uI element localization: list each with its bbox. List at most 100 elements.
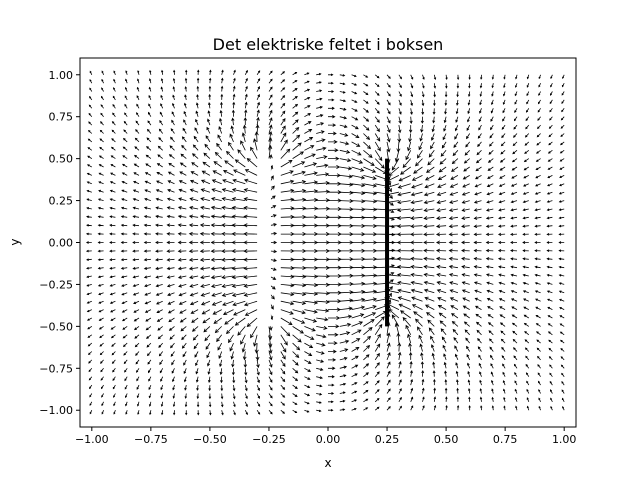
field-arrow xyxy=(547,149,553,154)
field-arrow xyxy=(166,197,175,201)
field-arrow xyxy=(133,172,140,176)
field-arrow xyxy=(413,166,423,174)
field-arrow xyxy=(419,343,423,352)
field-arrow xyxy=(112,368,116,373)
field-arrow xyxy=(448,216,458,221)
field-arrow xyxy=(161,410,164,416)
field-arrow xyxy=(292,283,307,288)
field-arrow xyxy=(184,77,188,84)
field-arrow xyxy=(339,399,346,403)
field-arrow xyxy=(111,342,116,347)
field-arrow xyxy=(546,273,553,277)
field-arrow xyxy=(433,396,437,402)
field-arrow xyxy=(351,364,359,369)
field-arrow xyxy=(487,322,494,327)
field-arrow xyxy=(461,191,470,196)
field-arrow xyxy=(172,86,176,92)
field-arrow xyxy=(221,205,234,210)
field-arrow xyxy=(244,401,248,408)
field-arrow xyxy=(111,121,116,126)
field-arrow xyxy=(424,183,435,189)
field-arrow xyxy=(374,389,380,394)
field-arrow xyxy=(268,384,273,391)
field-arrow xyxy=(253,334,258,347)
field-arrow xyxy=(232,376,236,384)
field-arrow xyxy=(339,82,346,86)
field-arrow xyxy=(201,309,211,315)
field-arrow xyxy=(525,363,530,369)
field-arrow xyxy=(339,282,354,287)
field-arrow xyxy=(499,175,506,179)
field-arrow xyxy=(535,183,541,187)
field-arrow xyxy=(316,325,328,330)
field-arrow xyxy=(374,333,381,344)
field-arrow xyxy=(232,393,236,400)
field-arrow xyxy=(351,149,362,156)
field-arrow xyxy=(246,158,258,168)
field-arrow xyxy=(445,74,448,81)
field-arrow xyxy=(491,388,494,394)
field-arrow xyxy=(120,206,128,210)
field-arrow xyxy=(87,351,93,356)
field-arrow xyxy=(243,178,258,185)
field-arrow xyxy=(522,216,529,220)
field-arrow xyxy=(441,336,447,344)
field-arrow xyxy=(476,329,482,336)
field-arrow xyxy=(189,284,199,288)
field-arrow xyxy=(121,300,128,304)
field-arrow xyxy=(194,351,199,358)
field-arrow xyxy=(280,102,286,109)
field-arrow xyxy=(86,309,92,313)
field-arrow xyxy=(479,99,482,106)
field-arrow xyxy=(120,275,128,279)
field-arrow xyxy=(558,274,565,277)
field-arrow xyxy=(534,249,541,253)
field-arrow xyxy=(256,368,260,376)
field-arrow xyxy=(339,198,354,203)
field-arrow xyxy=(157,154,163,159)
field-arrow xyxy=(522,208,529,212)
field-arrow xyxy=(97,224,104,227)
field-arrow xyxy=(125,410,128,415)
field-arrow xyxy=(188,257,199,262)
field-arrow xyxy=(526,388,530,394)
field-arrow xyxy=(339,382,347,386)
field-arrow xyxy=(86,164,92,168)
field-arrow xyxy=(280,266,295,271)
field-arrow xyxy=(328,156,340,161)
field-arrow xyxy=(363,82,369,87)
field-arrow xyxy=(402,316,412,327)
field-arrow xyxy=(534,241,541,244)
field-arrow xyxy=(144,309,152,313)
field-arrow xyxy=(351,273,366,278)
field-arrow xyxy=(143,258,151,262)
field-arrow xyxy=(363,273,378,278)
field-arrow xyxy=(410,378,414,386)
field-arrow xyxy=(255,351,260,361)
field-arrow xyxy=(398,82,402,89)
field-arrow xyxy=(87,129,93,134)
field-arrow xyxy=(374,397,380,403)
field-arrow xyxy=(189,197,199,201)
field-arrow xyxy=(534,232,541,236)
field-arrow xyxy=(513,363,518,369)
field-arrow xyxy=(559,307,565,310)
field-arrow xyxy=(132,292,140,296)
field-arrow xyxy=(166,275,175,279)
field-arrow xyxy=(490,124,494,131)
field-arrow xyxy=(511,166,518,171)
field-arrow xyxy=(132,249,140,253)
field-arrow xyxy=(427,319,435,327)
field-arrow xyxy=(123,137,128,143)
field-arrow xyxy=(535,314,541,319)
field-arrow xyxy=(132,232,140,236)
field-arrow xyxy=(443,116,447,124)
field-arrow xyxy=(536,339,541,344)
field-arrow xyxy=(166,266,175,271)
field-arrow xyxy=(316,81,322,84)
field-arrow xyxy=(209,410,212,416)
field-arrow xyxy=(374,362,380,369)
field-arrow xyxy=(473,281,482,285)
field-arrow xyxy=(479,396,483,402)
field-arrow xyxy=(410,216,423,221)
